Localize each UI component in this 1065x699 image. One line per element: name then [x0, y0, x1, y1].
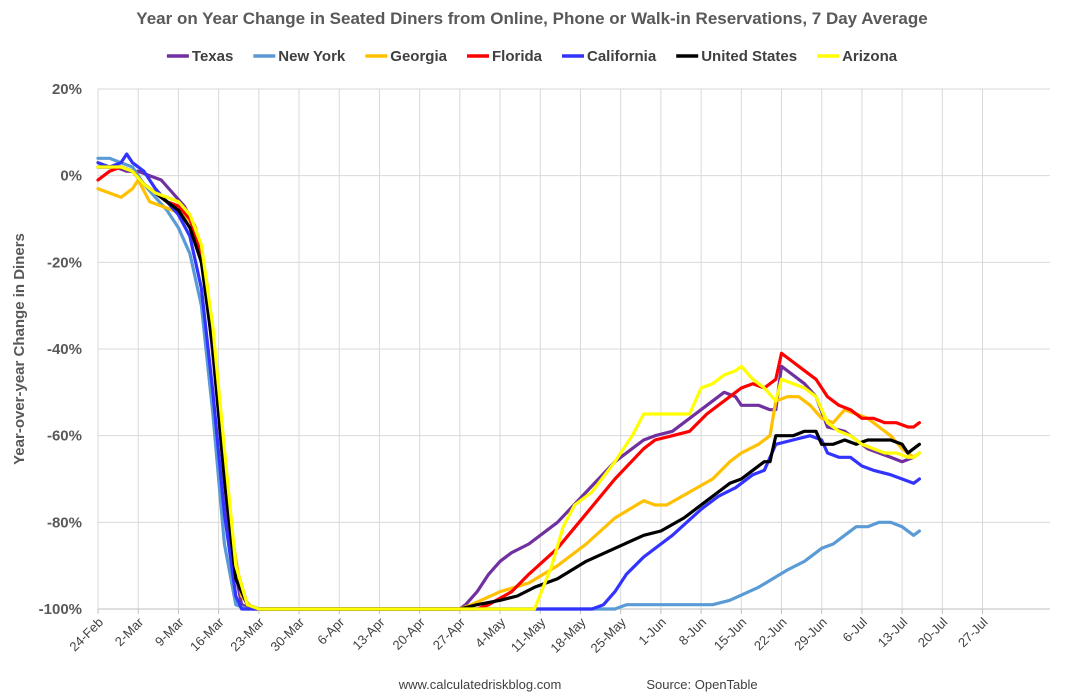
x-tick-label: 4-May — [472, 614, 508, 650]
x-axis-ticks: 24-Feb 2-Mar 9-Mar 16-Mar 23-Mar 30-Mar 6-Apr 1… — [66, 614, 990, 656]
y-tick-label: -40% — [47, 341, 82, 358]
series-line-texas — [96, 165, 921, 611]
chart-title: Year on Year Change in Seated Diners fro… — [136, 9, 927, 28]
series-line-georgia — [96, 178, 921, 611]
series-line-united-states — [96, 165, 921, 611]
x-tick-label: 13-Jul — [875, 614, 911, 650]
x-tick-label: 1-Jun — [635, 615, 669, 649]
x-tick-label: 2-Mar — [112, 614, 147, 649]
x-tick-label: 11-May — [508, 614, 549, 655]
legend-item-florida: Florida — [467, 48, 543, 65]
y-tick-label: -80% — [47, 514, 82, 531]
y-tick-label: -100% — [39, 601, 82, 618]
series-line-arizona — [96, 165, 921, 611]
x-tick-label: 25-May — [588, 614, 630, 656]
legend-item-california: California — [562, 48, 657, 65]
chart-legend: Texas New York Georgia Florida California Uni… — [166, 48, 898, 65]
legend-label: New York — [278, 48, 346, 65]
legend-label: United States — [701, 48, 797, 65]
y-axis-label: Year-over-year Change in Diners — [11, 233, 28, 465]
y-tick-label: -20% — [47, 254, 82, 271]
x-tick-label: 22-Jun — [751, 615, 790, 654]
y-axis-ticks: 20% 0% -20% -40% -60% -80% -100% — [39, 81, 82, 618]
x-tick-label: 6-Jul — [840, 614, 871, 645]
legend-item-arizona: Arizona — [817, 48, 898, 65]
x-tick-label: 30-Mar — [267, 614, 307, 654]
x-tick-label: 29-Jun — [791, 615, 830, 654]
x-tick-label: 6-Apr — [314, 614, 348, 648]
x-tick-label: 16-Mar — [187, 614, 227, 654]
series-lines — [96, 152, 921, 611]
y-tick-label: -60% — [47, 428, 82, 445]
series-line-california — [96, 152, 921, 611]
legend-label: Florida — [492, 48, 543, 65]
legend-label: Texas — [192, 48, 233, 65]
legend-label: Georgia — [390, 48, 447, 65]
y-tick-label: 20% — [52, 81, 82, 98]
x-tick-label: 13-Apr — [349, 614, 388, 653]
legend-item-georgia: Georgia — [365, 48, 448, 65]
x-tick-label: 27-Apr — [430, 614, 469, 653]
footer-website: www.calculatedriskblog.com — [398, 677, 562, 692]
footer-source: Source: OpenTable — [646, 677, 757, 692]
x-tick-label: 9-Mar — [152, 614, 187, 649]
x-tick-label: 20-Apr — [390, 614, 429, 653]
legend-label: Arizona — [842, 48, 898, 65]
y-tick-label: 0% — [60, 168, 82, 185]
x-tick-label: 24-Feb — [66, 615, 106, 655]
x-tick-label: 23-Mar — [227, 614, 267, 654]
legend-item-new-york: New York — [253, 48, 346, 65]
x-tick-label: 8-Jun — [676, 615, 710, 649]
legend-item-texas: Texas — [166, 48, 233, 65]
series-line-florida — [96, 165, 921, 611]
legend-item-united-states: United States — [676, 48, 797, 65]
grid-lines — [97, 88, 1050, 614]
x-tick-label: 20-Jul — [915, 614, 951, 650]
x-tick-label: 18-May — [547, 614, 589, 656]
x-tick-label: 15-Jun — [711, 615, 750, 654]
series-line-new-york — [96, 156, 921, 611]
legend-label: California — [587, 48, 657, 65]
x-tick-label: 27-Jul — [955, 614, 991, 650]
